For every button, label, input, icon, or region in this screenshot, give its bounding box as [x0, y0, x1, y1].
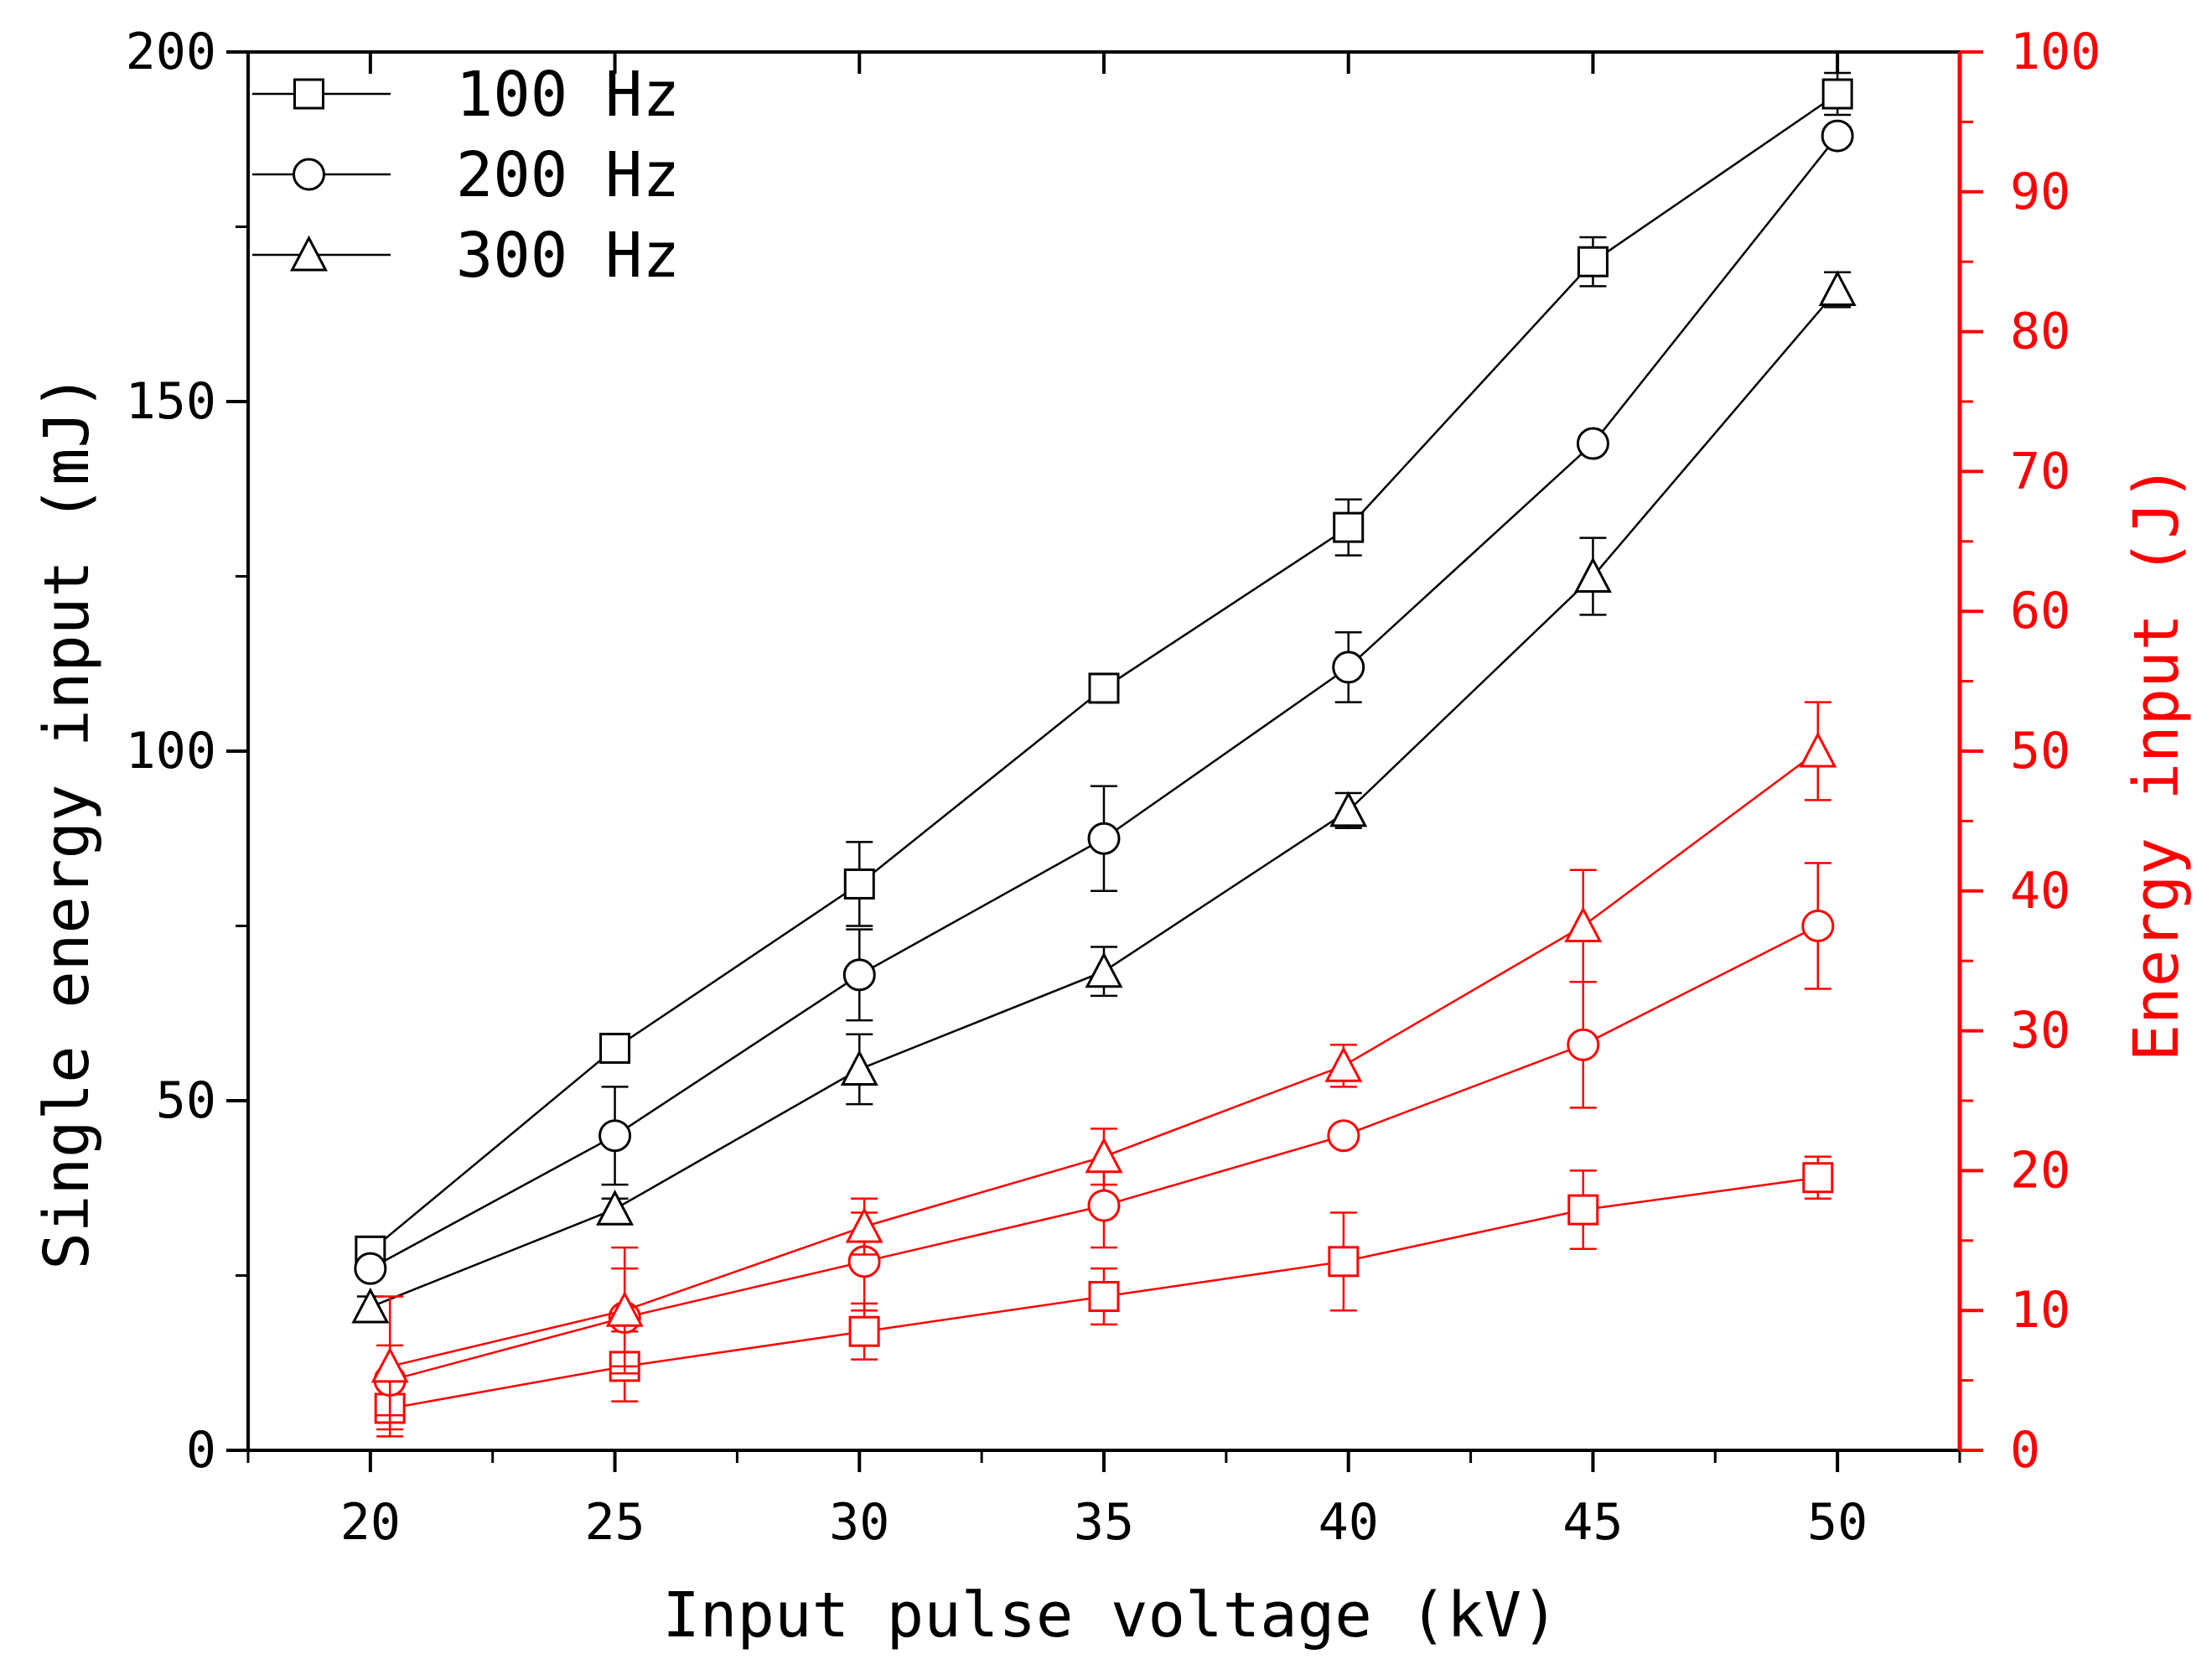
legend-label: 200 Hz — [456, 139, 680, 211]
y-right-tick-label: 80 — [2010, 303, 2070, 361]
y-left-tick-label: 150 — [126, 372, 216, 431]
data-point — [1088, 672, 1120, 704]
data-point — [370, 1346, 409, 1383]
y-left-tick-label: 100 — [126, 722, 216, 780]
data-point — [1328, 1246, 1360, 1278]
y-left-tick-label: 0 — [186, 1421, 216, 1480]
y-right-tick-label: 100 — [2010, 23, 2101, 81]
data-point — [1329, 791, 1368, 827]
x-tick-label: 50 — [1807, 1493, 1868, 1552]
x-tick-label: 40 — [1319, 1493, 1379, 1552]
y-right-tick-label: 30 — [2010, 1002, 2070, 1060]
x-tick-label: 35 — [1074, 1493, 1134, 1552]
legend-label: 100 Hz — [456, 59, 680, 131]
data-point — [843, 868, 875, 900]
data-point — [605, 1290, 644, 1327]
data-point — [1821, 78, 1853, 110]
axis-layer: 20 25 30 35 40 45 50 0 50 100 150 200 0 10 20 30 40 50 60 7… — [126, 23, 2101, 1552]
series-right-300hz — [370, 701, 1837, 1438]
y-right-tick-label: 70 — [2010, 442, 2070, 500]
legend-marker — [290, 235, 328, 272]
legend-marker — [293, 78, 324, 110]
data-point — [1567, 1194, 1599, 1226]
data-point — [1085, 1137, 1123, 1174]
data-point — [840, 1050, 878, 1086]
data-point — [1818, 270, 1857, 307]
data-point — [1332, 651, 1365, 684]
data-point — [596, 1190, 635, 1226]
y-left-tick-label: 200 — [126, 23, 216, 81]
y-right-tick-label: 0 — [2010, 1421, 2040, 1480]
data-point — [351, 1287, 390, 1324]
data-point — [599, 1032, 631, 1064]
data-point — [1333, 511, 1365, 543]
x-tick-label: 20 — [340, 1493, 401, 1552]
data-point — [1821, 119, 1854, 153]
y-right-tick-label: 20 — [2010, 1141, 2070, 1200]
series-left-200hz — [354, 119, 1854, 1285]
series-left-300hz — [351, 270, 1857, 1324]
data-point — [1802, 1162, 1834, 1194]
y-left-axis-title: Single energy input (mJ) — [31, 373, 103, 1269]
x-tick-label: 45 — [1562, 1493, 1623, 1552]
x-tick-label: 30 — [829, 1493, 889, 1552]
data-point — [1567, 1028, 1600, 1061]
data-point — [354, 1252, 387, 1285]
y-right-tick-label: 60 — [2010, 582, 2070, 640]
data-point — [1576, 427, 1609, 460]
y-right-tick-label: 50 — [2010, 722, 2070, 780]
data-point — [845, 1206, 883, 1243]
y-right-tick-label: 10 — [2010, 1281, 2070, 1340]
data-point — [1801, 910, 1835, 942]
series-left-100hz — [355, 71, 1853, 1267]
data-point — [1327, 1119, 1360, 1153]
data-point — [1085, 951, 1123, 988]
data-point — [1799, 731, 1837, 768]
data-point — [598, 1119, 632, 1153]
data-point — [848, 1315, 880, 1347]
series-layer — [351, 71, 1857, 1438]
legend: 100 Hz 200 Hz 300 Hz — [252, 59, 680, 292]
legend-label: 300 Hz — [456, 220, 680, 292]
legend-marker — [293, 158, 325, 191]
data-point — [1087, 822, 1121, 855]
y-right-tick-label: 40 — [2010, 862, 2070, 920]
x-axis-title: Input pulse voltage (kV) — [662, 1579, 1558, 1651]
data-point — [1573, 557, 1612, 593]
data-point — [1324, 1046, 1363, 1082]
data-point — [1564, 906, 1603, 942]
data-point — [1577, 246, 1609, 277]
y-left-tick-label: 50 — [156, 1071, 216, 1130]
data-point — [842, 958, 876, 992]
y-right-axis-title: Energy input (J) — [2121, 464, 2193, 1062]
data-point — [1088, 1281, 1120, 1313]
y-right-tick-label: 90 — [2010, 163, 2070, 221]
data-point — [1087, 1189, 1121, 1222]
x-tick-label: 25 — [584, 1493, 645, 1552]
